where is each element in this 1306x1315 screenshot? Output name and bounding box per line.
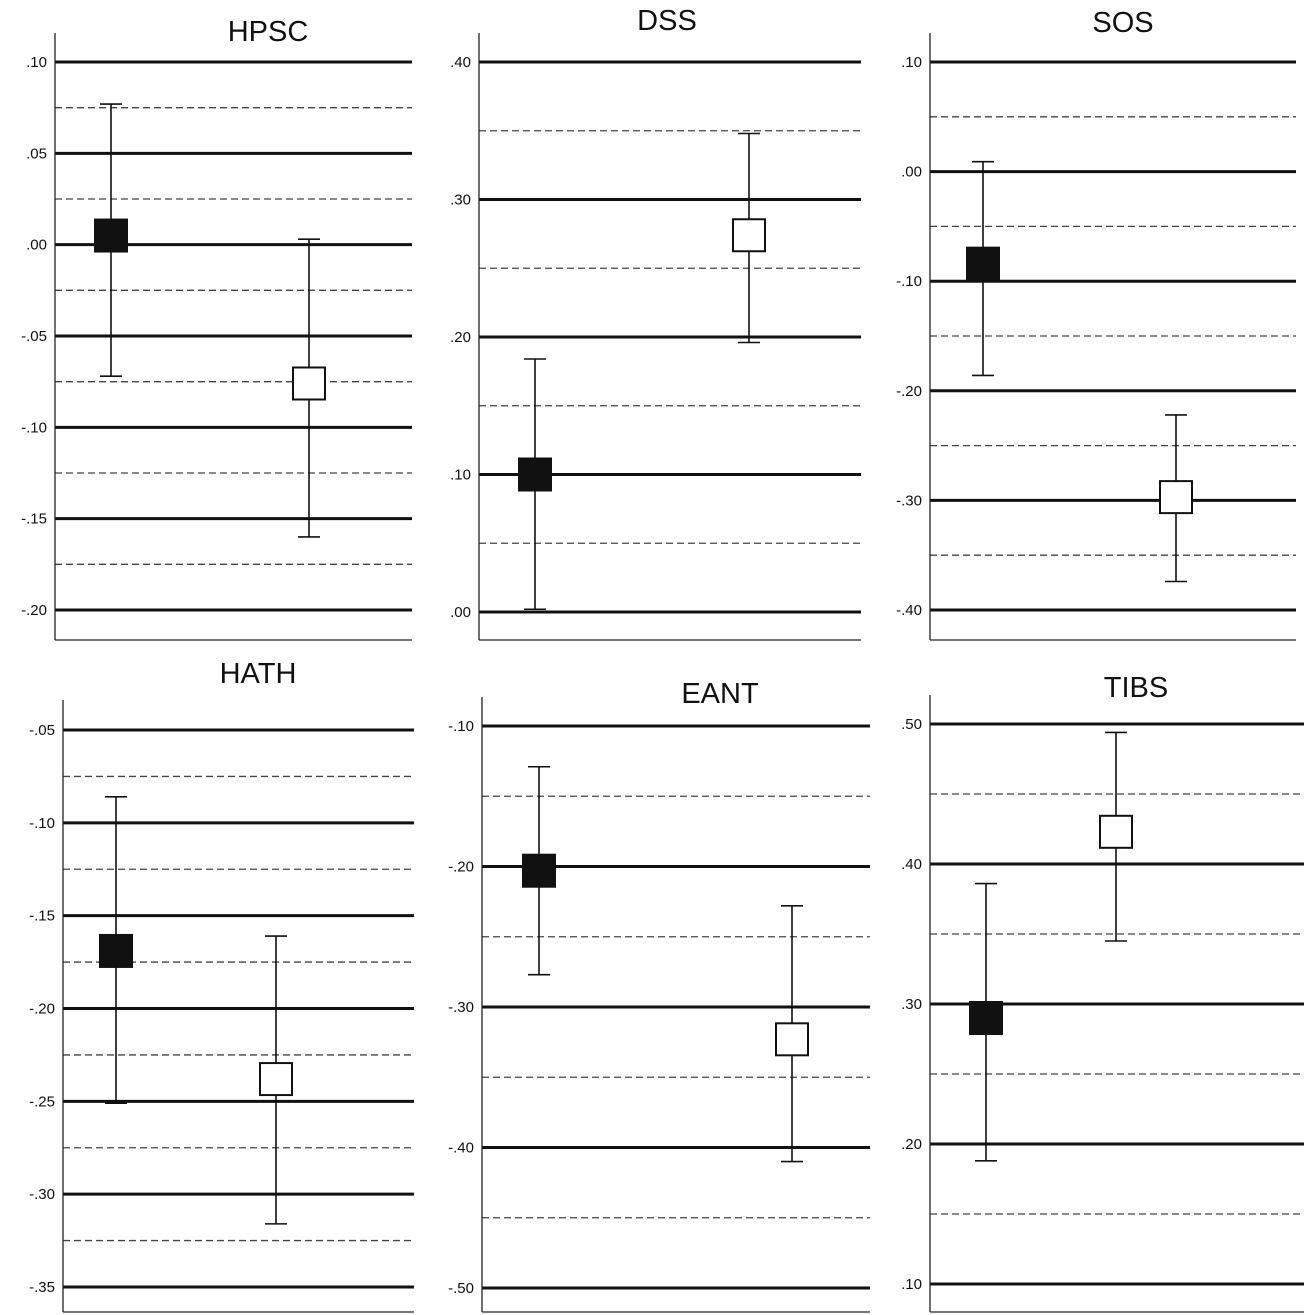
open-square-marker [1159, 480, 1193, 515]
y-tick-label: .10 [901, 1276, 922, 1293]
open-square-marker [259, 1062, 293, 1097]
y-tick-label: -.25 [29, 1093, 55, 1110]
y-tick-label: .00 [26, 237, 47, 254]
y-tick-label: .10 [26, 54, 47, 71]
y-tick-label: -.05 [21, 328, 47, 345]
y-tick-label: -.20 [29, 1001, 55, 1018]
open-square-marker [732, 218, 766, 253]
panel-sos: SOS .10 .00 -.10 -.20 -.30 -.40 [896, 7, 1296, 641]
y-tick-label: .00 [450, 604, 471, 621]
open-square-marker [775, 1022, 809, 1057]
y-tick-label: -.05 [29, 722, 55, 739]
panel-hpsc: HPSC .10 .05 .00 -.05 -.10 -.15 -.20 [21, 16, 412, 641]
y-tick-label: .30 [901, 996, 922, 1013]
filled-square-marker [969, 1001, 1003, 1035]
panel-title: DSS [637, 5, 697, 37]
panel-hath: HATH -.05 -.10 -.15 -.20 -.25 -.30 -.35 [29, 658, 414, 1313]
panel-title: HATH [220, 658, 297, 690]
panel-title: SOS [1092, 7, 1153, 39]
filled-square-marker [522, 853, 556, 888]
y-tick-label: -.40 [448, 1140, 474, 1157]
panel-dss: DSS .40 .30 .20 .10 .00 [450, 5, 861, 641]
y-tick-label: -.10 [896, 273, 922, 290]
y-tick-label: -.10 [448, 718, 474, 735]
panel-eant: EANT -.10 -.20 -.30 -.40 -.50 [448, 678, 870, 1313]
y-tick-label: -.10 [21, 419, 47, 436]
y-tick-label: .40 [901, 856, 922, 873]
panel-title: TIBS [1104, 672, 1168, 704]
y-tick-label: -.20 [896, 383, 922, 400]
y-tick-label: .30 [450, 192, 471, 209]
y-tick-label: -.30 [448, 999, 474, 1016]
y-tick-label: -.30 [29, 1186, 55, 1203]
filled-square-marker [99, 933, 133, 968]
y-tick-label: -.40 [896, 602, 922, 619]
filled-square-marker [94, 218, 128, 253]
y-tick-label: -.20 [21, 602, 47, 619]
panel-title: EANT [681, 678, 759, 710]
y-tick-label: -.15 [21, 511, 47, 528]
y-tick-label: -.50 [448, 1280, 474, 1297]
y-tick-label: .50 [901, 716, 922, 733]
y-tick-label: -.15 [29, 908, 55, 925]
y-tick-label: -.30 [896, 492, 922, 509]
filled-square-marker [966, 246, 1000, 281]
y-tick-label: -.20 [448, 859, 474, 876]
y-tick-label: -.10 [29, 815, 55, 832]
y-tick-label: .20 [450, 329, 471, 346]
y-tick-label: -.35 [29, 1279, 55, 1296]
y-tick-label: .10 [450, 467, 471, 484]
y-tick-label: .20 [901, 1136, 922, 1153]
y-tick-label: .00 [901, 164, 922, 181]
open-square-marker [1099, 814, 1133, 849]
filled-square-marker [518, 457, 552, 492]
open-square-marker [292, 366, 326, 401]
y-tick-label: .40 [450, 54, 471, 71]
y-tick-label: .05 [26, 145, 47, 162]
y-tick-label: .10 [901, 54, 922, 71]
panel-title: HPSC [228, 16, 309, 48]
panel-tibs: TIBS .50 .40 .30 .20 .10 [901, 672, 1304, 1313]
